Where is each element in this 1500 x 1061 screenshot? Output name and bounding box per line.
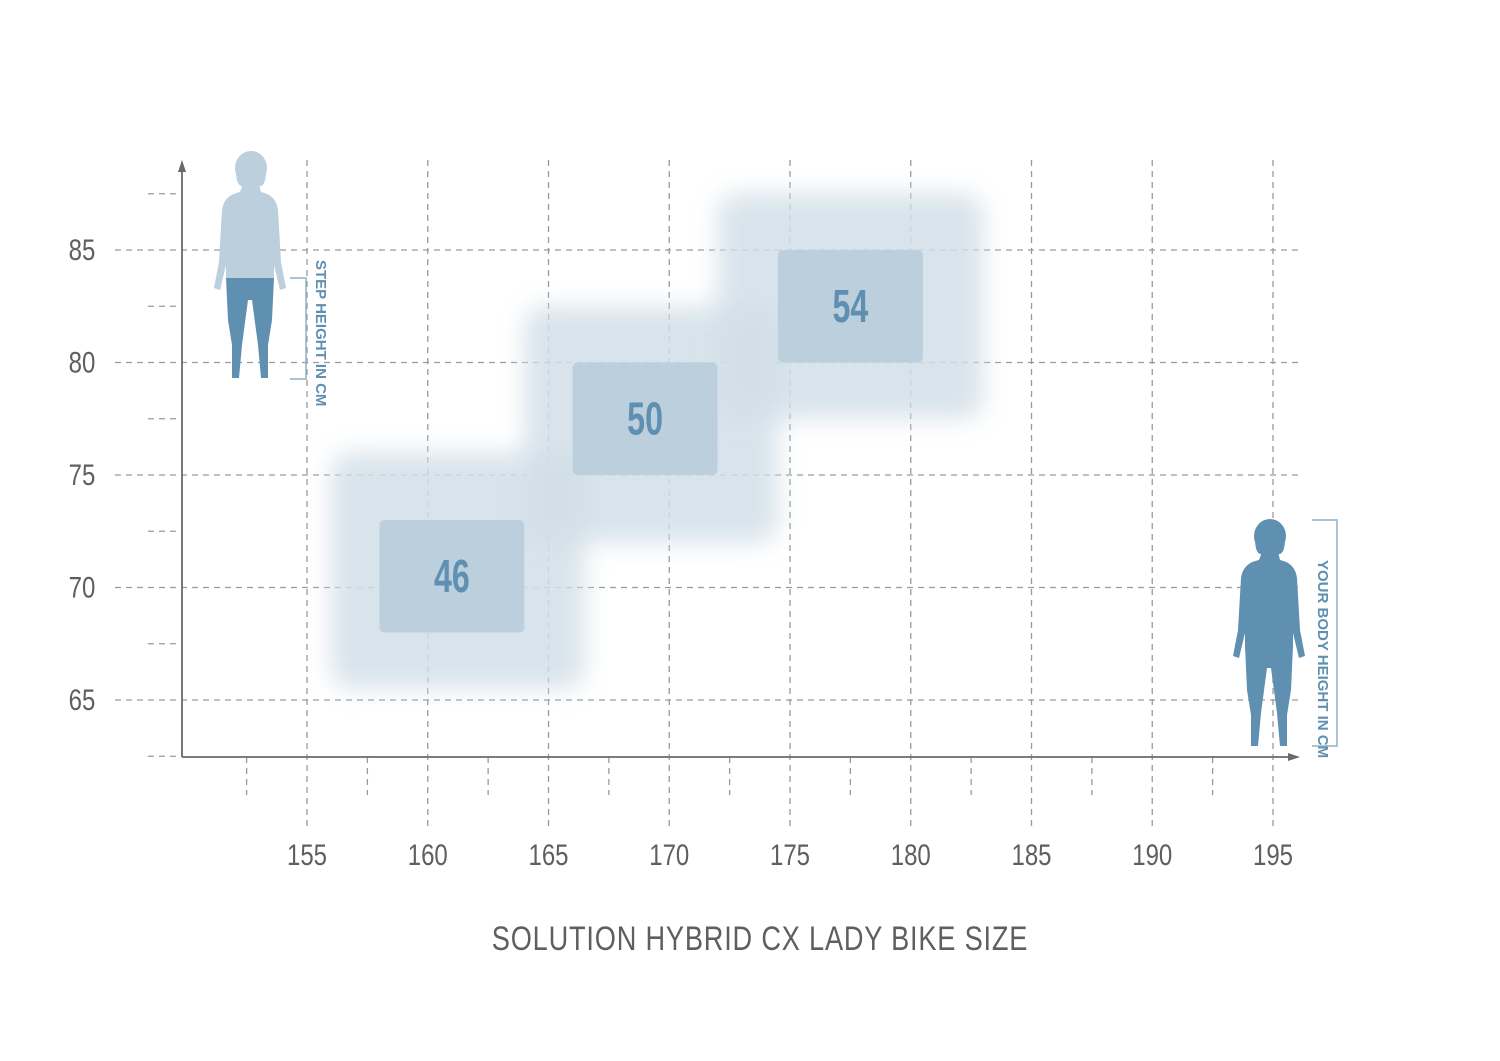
- x-tick-label: 160: [408, 837, 448, 871]
- x-tick-label: 195: [1253, 837, 1293, 871]
- x-axis-label: YOUR BODY HEIGHT IN CM: [1314, 560, 1331, 758]
- tick-labels: 155 160 165 170 175 180 185 190 195 65 70 75 80 85: [69, 232, 1293, 871]
- x-tick-label: 170: [649, 837, 689, 871]
- size-box-54: [777, 250, 923, 363]
- step-height-bracket: [290, 277, 307, 380]
- x-tick-label: 155: [287, 837, 327, 871]
- x-tick-label: 175: [770, 837, 810, 871]
- size-boxes: 46 50 54: [331, 193, 984, 689]
- size-label: 46: [434, 552, 470, 603]
- y-axis-label: STEP HEIGHT IN CM: [312, 260, 329, 406]
- x-tick-label: 190: [1132, 837, 1172, 871]
- size-box-50: [572, 362, 718, 475]
- y-tick-label: 80: [69, 345, 96, 379]
- x-tick-label: 165: [528, 837, 568, 871]
- y-tick-label: 75: [69, 457, 96, 491]
- x-axis-arrow-icon: [1288, 753, 1300, 761]
- woman-body-height-icon: [1233, 519, 1305, 746]
- chart-title: SOLUTION HYBRID CX LADY BIKE SIZE: [492, 919, 1028, 958]
- x-tick-label: 180: [891, 837, 931, 871]
- x-tick-label: 185: [1011, 837, 1051, 871]
- woman-step-height-icon: [214, 151, 286, 378]
- y-axis-arrow-icon: [178, 160, 186, 172]
- size-label: 50: [627, 394, 663, 445]
- size-box-46: [379, 520, 525, 633]
- size-label: 54: [832, 282, 868, 333]
- y-tick-label: 70: [69, 570, 96, 604]
- y-tick-label: 85: [69, 232, 96, 266]
- body-height-bracket: [1312, 519, 1338, 747]
- axes: [178, 160, 1300, 761]
- y-tick-label: 65: [69, 682, 96, 716]
